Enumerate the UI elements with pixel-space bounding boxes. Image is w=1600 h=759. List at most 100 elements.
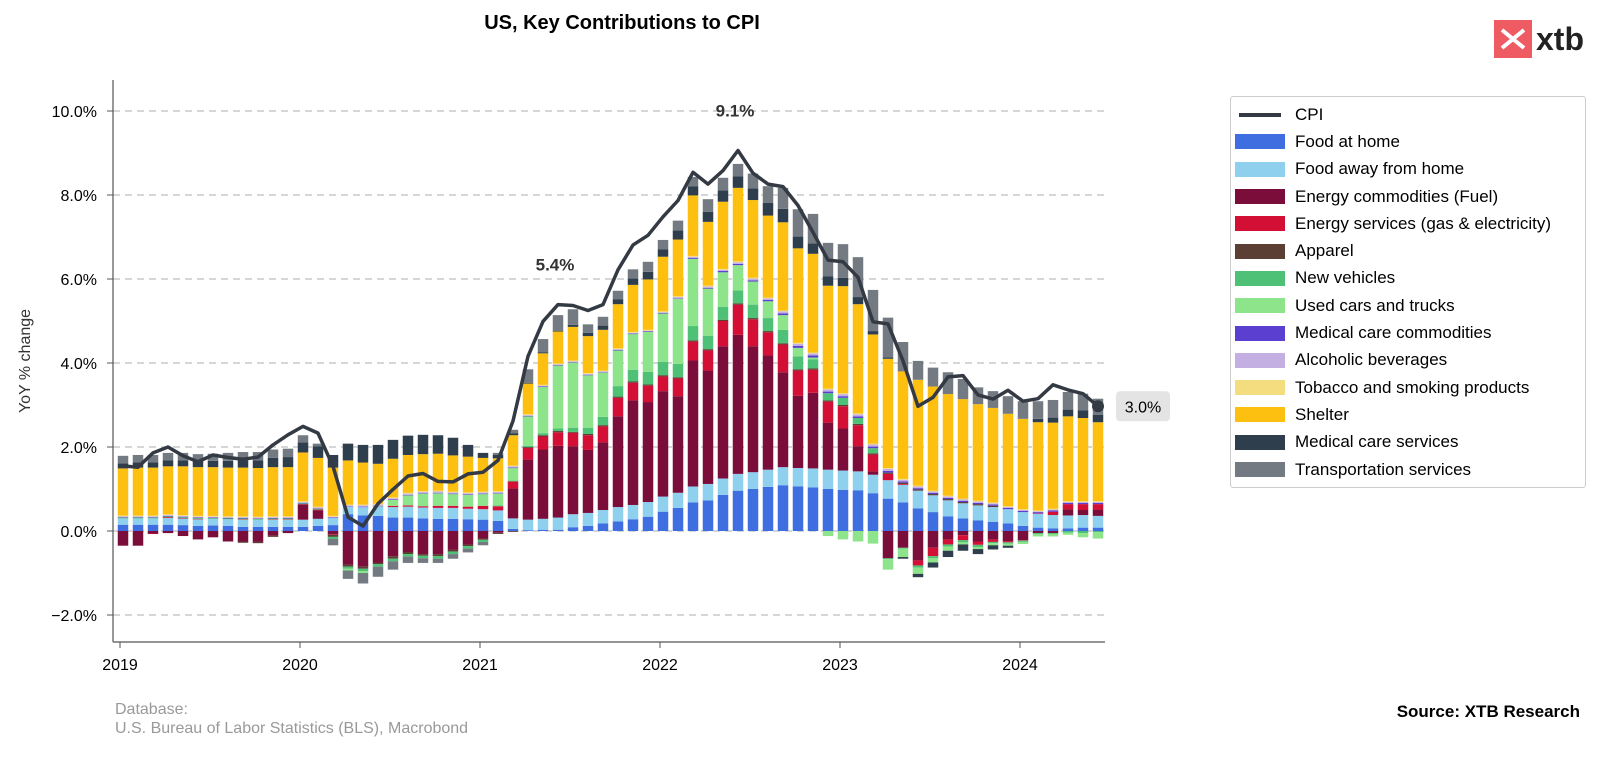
bar-segment bbox=[672, 378, 684, 397]
bar-segment bbox=[402, 556, 414, 563]
legend-item: Used cars and trucks bbox=[1231, 292, 1585, 319]
bar-segment bbox=[747, 304, 759, 319]
bar-segment bbox=[1092, 531, 1104, 533]
bar-segment bbox=[1017, 512, 1029, 526]
bar-segment bbox=[1062, 528, 1074, 531]
bar-segment bbox=[597, 442, 609, 510]
bar-segment bbox=[642, 331, 654, 372]
bar-segment bbox=[282, 531, 294, 534]
bar-segment bbox=[567, 362, 579, 363]
legend-swatch bbox=[1235, 407, 1285, 423]
bar-segment bbox=[867, 289, 879, 332]
bar-segment bbox=[267, 517, 279, 518]
bar-segment bbox=[1092, 509, 1104, 516]
bar-segment bbox=[432, 453, 444, 491]
bar-segment bbox=[567, 446, 579, 515]
bar-segment bbox=[792, 342, 804, 344]
bar-segment bbox=[897, 548, 909, 558]
bar-segment bbox=[177, 525, 189, 531]
bar-segment bbox=[1017, 509, 1029, 510]
bar-segment bbox=[912, 573, 924, 578]
bar-segment bbox=[117, 468, 129, 516]
bar-segment bbox=[552, 331, 564, 364]
bar-segment bbox=[1017, 510, 1029, 513]
bar-segment bbox=[957, 535, 969, 541]
bar-segment bbox=[267, 531, 279, 536]
bar-segment bbox=[957, 498, 969, 500]
bar-segment bbox=[1002, 542, 1014, 544]
bar-segment bbox=[1032, 511, 1044, 513]
bar-segment bbox=[927, 494, 939, 496]
bar-segment bbox=[357, 571, 369, 573]
bar-segment bbox=[162, 515, 174, 517]
x-tick-label: 2024 bbox=[1002, 657, 1038, 674]
bar-segment bbox=[1002, 543, 1014, 546]
bar-segment bbox=[987, 505, 999, 508]
bar-segment bbox=[807, 392, 819, 469]
bar-segment bbox=[762, 332, 774, 356]
bar-segment bbox=[327, 531, 339, 535]
bar-segment bbox=[747, 278, 759, 281]
bar-segment bbox=[897, 371, 909, 479]
bar-segment bbox=[192, 515, 204, 517]
bar-segment bbox=[1047, 422, 1059, 509]
bar-segment bbox=[447, 455, 459, 492]
bar-segment bbox=[387, 561, 399, 570]
bar-segment bbox=[927, 495, 939, 513]
bar-segment bbox=[492, 531, 504, 533]
bar-segment bbox=[927, 562, 939, 568]
bar-segment bbox=[762, 215, 774, 298]
bar-segment bbox=[477, 491, 489, 493]
bar-segment bbox=[447, 551, 459, 555]
bar-segment bbox=[987, 545, 999, 550]
bar-segment bbox=[807, 353, 819, 356]
bar-segment bbox=[357, 566, 369, 569]
bar-segment bbox=[1032, 422, 1044, 511]
bar-segment bbox=[822, 400, 834, 402]
bar-segment bbox=[957, 378, 969, 400]
bar-segment bbox=[912, 488, 924, 490]
bar-segment bbox=[132, 516, 144, 518]
bar-segment bbox=[942, 544, 954, 547]
legend-item: Transportation services bbox=[1231, 456, 1585, 483]
bar-segment bbox=[357, 507, 369, 516]
y-tick-label: 4.0% bbox=[61, 356, 97, 373]
bar-segment bbox=[207, 460, 219, 468]
bar-segment bbox=[627, 331, 639, 333]
bar-segment bbox=[162, 452, 174, 461]
bar-segment bbox=[162, 517, 174, 518]
bar-segment bbox=[1062, 391, 1074, 410]
bar-segment bbox=[567, 326, 579, 361]
bar-segment bbox=[267, 516, 279, 518]
bar-segment bbox=[732, 163, 744, 177]
bar-segment bbox=[717, 201, 729, 269]
bar-segment bbox=[1002, 509, 1014, 524]
bar-segment bbox=[402, 435, 414, 455]
bar-segment bbox=[372, 566, 384, 577]
bar-segment bbox=[447, 531, 459, 550]
bar-segment bbox=[597, 372, 609, 417]
legend-swatch bbox=[1235, 189, 1285, 205]
annotations: 5.4% 9.1% 3.0% bbox=[536, 101, 1170, 422]
bar-segment bbox=[597, 370, 609, 372]
bar-segment bbox=[627, 369, 639, 382]
bar-segment bbox=[267, 535, 279, 537]
bar-segment bbox=[1092, 532, 1104, 539]
bar-segment bbox=[372, 564, 384, 567]
bar-segment bbox=[762, 202, 774, 216]
bar-segment bbox=[387, 499, 399, 500]
bar-segment bbox=[912, 379, 924, 486]
bar-segment bbox=[552, 529, 564, 531]
bar-segment bbox=[657, 311, 669, 313]
bar-segment bbox=[732, 265, 744, 291]
bar-segment bbox=[312, 508, 324, 509]
bar-segment bbox=[1002, 541, 1014, 543]
bar-segment bbox=[927, 556, 939, 559]
bar-segment bbox=[912, 508, 924, 531]
bar-segment bbox=[207, 467, 219, 516]
bar-segment bbox=[852, 414, 864, 417]
bar-segment bbox=[702, 483, 714, 501]
bar-segment bbox=[882, 358, 894, 468]
bar-segment bbox=[1092, 501, 1104, 503]
bar-segment bbox=[732, 176, 744, 188]
